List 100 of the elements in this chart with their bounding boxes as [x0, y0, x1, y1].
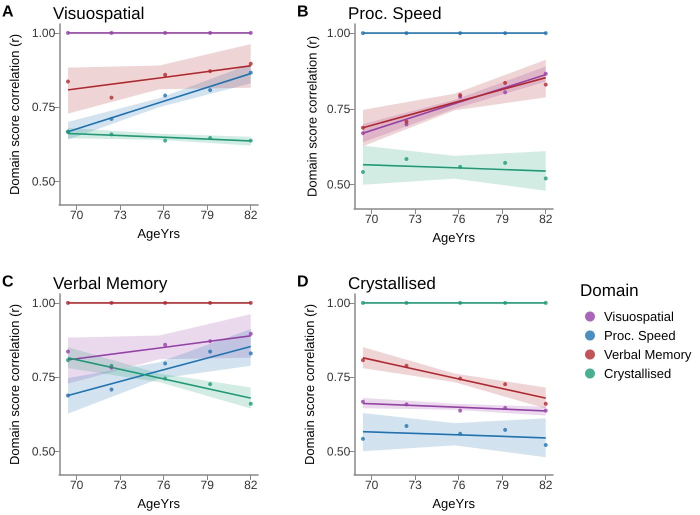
point: [248, 30, 253, 35]
x-tick-label: 79: [496, 212, 510, 226]
chart-title: Proc. Speed: [348, 4, 442, 23]
point: [544, 300, 548, 305]
point: [404, 156, 408, 161]
point: [208, 69, 212, 74]
point: [360, 131, 365, 136]
legend-title: Domain: [580, 281, 639, 300]
x-axis-title: AgeYrs: [432, 496, 476, 511]
point: [163, 30, 168, 35]
point: [458, 31, 462, 36]
chart-title: Crystallised: [348, 274, 436, 293]
x-tick-label: 82: [539, 212, 553, 226]
point: [503, 382, 508, 386]
point: [163, 342, 168, 347]
y-tick-label: 0.75: [32, 370, 56, 384]
x-tick-label: 82: [244, 208, 258, 222]
point: [66, 80, 70, 84]
point: [404, 424, 408, 428]
point: [360, 126, 365, 130]
x-tick-label: 73: [408, 212, 422, 226]
point: [208, 30, 212, 35]
point: [544, 402, 548, 406]
x-tick-label: 76: [452, 478, 466, 492]
point: [404, 402, 408, 406]
point: [544, 72, 548, 76]
y-tick-label: 1.00: [32, 296, 56, 310]
point: [248, 62, 253, 66]
x-tick-label: 70: [70, 208, 84, 222]
point: [66, 393, 70, 398]
x-tick-label: 73: [114, 478, 128, 492]
point: [163, 94, 168, 98]
point: [360, 358, 365, 362]
point: [163, 300, 168, 305]
point: [544, 408, 548, 413]
point: [458, 432, 462, 436]
x-tick-label: 79: [200, 208, 214, 222]
x-tick-label: 79: [496, 478, 510, 492]
point: [458, 300, 462, 305]
point: [503, 300, 508, 305]
point: [163, 376, 168, 381]
point: [544, 82, 548, 87]
y-tick-label: 1.00: [32, 26, 56, 40]
point: [360, 300, 365, 305]
x-axis-title: AgeYrs: [137, 496, 180, 511]
y-tick-label: 0.75: [326, 370, 351, 384]
point: [208, 350, 212, 354]
point: [503, 406, 508, 410]
point: [163, 72, 168, 77]
y-tick-label: 0.50: [326, 178, 351, 192]
point: [66, 300, 70, 305]
point: [503, 31, 508, 36]
point: [163, 138, 168, 143]
point: [503, 160, 508, 165]
point: [404, 120, 408, 124]
y-tick-label: 1.00: [326, 296, 351, 310]
point: [503, 90, 508, 94]
point: [360, 31, 365, 36]
x-tick-label: 70: [70, 478, 84, 492]
legend-label: Crystallised: [604, 366, 672, 381]
point: [248, 351, 253, 356]
point: [163, 361, 168, 366]
point: [544, 31, 548, 36]
chart-title: Verbal Memory: [53, 274, 168, 293]
point: [208, 382, 212, 386]
point: [360, 436, 365, 441]
x-tick-label: 79: [200, 478, 214, 492]
point: [458, 408, 462, 413]
point: [109, 30, 114, 35]
point: [503, 80, 508, 85]
x-axis-title: AgeYrs: [137, 226, 180, 241]
y-tick-label: 0.75: [32, 100, 56, 114]
point: [109, 388, 114, 392]
legend-label: Verbal Memory: [604, 347, 692, 362]
point: [248, 332, 253, 336]
y-axis-title: Domain score correlation (r): [7, 34, 22, 196]
point: [248, 300, 253, 305]
y-tick-label: 0.75: [326, 102, 351, 116]
point: [208, 88, 212, 92]
point: [248, 70, 253, 75]
x-tick-label: 73: [114, 208, 128, 222]
y-tick-label: 0.50: [32, 444, 56, 458]
point: [404, 31, 408, 36]
point: [109, 132, 114, 136]
x-tick-label: 82: [539, 478, 553, 492]
y-tick-label: 1.00: [326, 26, 351, 40]
legend-label: Proc. Speed: [604, 328, 676, 343]
x-axis-title: AgeYrs: [432, 230, 476, 245]
point: [404, 300, 408, 305]
text: A: [2, 4, 14, 20]
point: [66, 30, 70, 35]
point: [503, 428, 508, 432]
point: [208, 339, 212, 344]
x-tick-label: 70: [364, 212, 379, 226]
legend-label: Visuospatial: [604, 309, 674, 324]
text: B: [297, 4, 309, 20]
y-axis-title: Domain score correlation (r): [304, 36, 320, 198]
y-tick-label: 0.50: [326, 444, 351, 458]
y-axis-title: Domain score correlation (r): [302, 304, 317, 466]
point: [109, 300, 114, 305]
